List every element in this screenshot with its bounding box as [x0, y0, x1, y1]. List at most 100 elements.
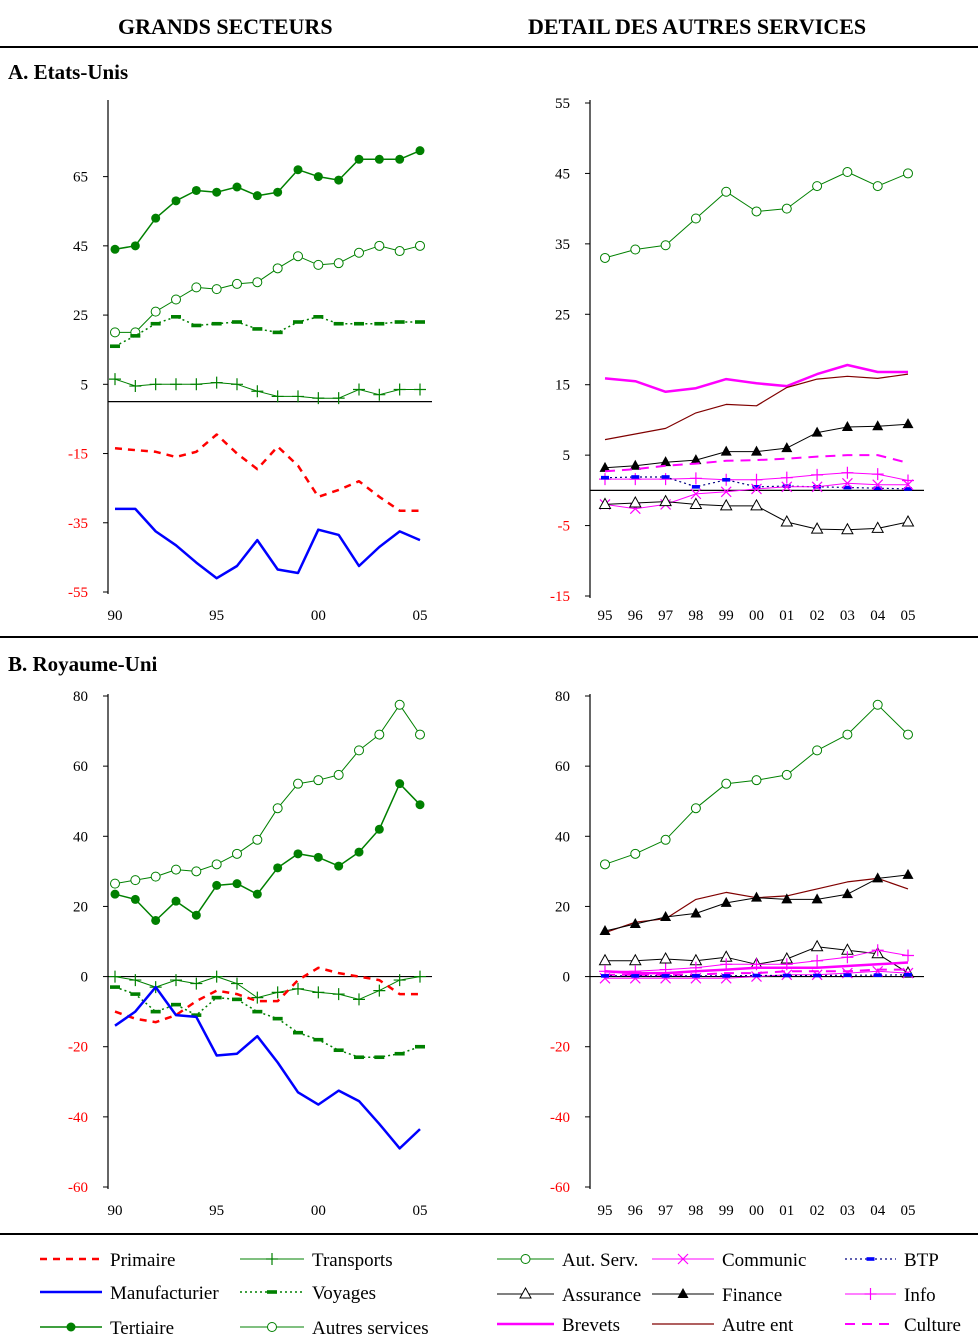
x-tick-label: 96 — [628, 608, 644, 624]
y-tick-label: 55 — [555, 96, 570, 112]
legend-swatch-assurance — [497, 1286, 554, 1299]
data-point-autserv — [600, 252, 610, 263]
x-tick-label: 05 — [413, 608, 428, 624]
data-point-tertiaire — [395, 779, 405, 789]
y-tick-label: 0 — [81, 970, 89, 986]
data-point-finance — [872, 420, 884, 431]
legend-label-culture: Culture — [904, 1315, 961, 1336]
data-point-tertiaire — [273, 187, 283, 197]
legend-marker-finance — [677, 1288, 689, 1298]
data-point-autserv — [630, 848, 641, 859]
data-point-autres — [252, 277, 263, 288]
legend-swatch-culture — [845, 1323, 896, 1325]
data-point-btp — [601, 475, 609, 480]
data-point-autres — [191, 282, 202, 293]
data-point-transports — [129, 380, 142, 393]
data-point-voyages — [191, 1013, 202, 1017]
data-point-finance — [720, 896, 732, 907]
data-point-autres — [333, 769, 344, 780]
x-tick-label: 00 — [749, 608, 764, 624]
x-tick-label: 01 — [779, 1203, 794, 1219]
data-point-autserv — [751, 206, 762, 217]
data-point-transports — [190, 977, 203, 990]
y-tick-label: 60 — [555, 759, 570, 775]
data-point-autres — [171, 294, 181, 305]
x-tick-label: 05 — [413, 1203, 428, 1219]
data-point-transports — [210, 376, 223, 389]
data-point-assurance — [659, 494, 672, 507]
data-point-voyages — [252, 327, 263, 331]
series-voyages — [110, 315, 425, 349]
data-point-transports — [414, 383, 426, 396]
data-point-btp — [843, 485, 852, 490]
legend-swatch-autreent — [652, 1323, 714, 1325]
data-point-assurance — [659, 951, 672, 964]
legend-swatch-finance — [652, 1288, 714, 1298]
data-point-transports — [312, 392, 325, 405]
data-point-voyages — [110, 344, 120, 349]
data-point-tertiaire — [171, 896, 181, 906]
data-point-voyages — [171, 1002, 181, 1007]
data-point-info — [811, 468, 824, 481]
data-point-tertiaire — [252, 889, 262, 899]
data-point-tertiaire — [110, 244, 120, 254]
legend-label-brevets: Brevets — [562, 1315, 621, 1336]
data-point-autserv — [781, 203, 792, 214]
data-point-tertiaire — [191, 910, 201, 920]
data-point-transports — [393, 383, 406, 396]
data-point-autres — [232, 848, 242, 859]
y-tick-label: 15 — [555, 378, 570, 394]
data-point-autres — [313, 775, 324, 786]
data-point-tertiaire — [334, 861, 344, 871]
data-point-tertiaire — [232, 879, 242, 889]
data-point-autres — [333, 258, 344, 269]
x-tick-label: 04 — [870, 1203, 886, 1219]
data-point-voyages — [150, 321, 161, 326]
data-point-tertiaire — [334, 175, 344, 185]
series-finance — [599, 868, 914, 935]
y-tick-label: 80 — [73, 689, 88, 705]
legend-swatch-btp — [845, 1257, 896, 1261]
data-point-voyages — [171, 315, 181, 319]
data-point-voyages — [211, 321, 222, 326]
data-point-finance — [751, 891, 762, 902]
data-point-btp — [631, 475, 640, 479]
data-point-voyages — [232, 320, 242, 324]
legend-marker-communic — [677, 1253, 689, 1265]
legend-label-autserv: Aut. Serv. — [562, 1250, 639, 1271]
x-tick-label: 05 — [901, 1203, 916, 1219]
y-tick-label: -15 — [550, 589, 570, 605]
data-point-voyages — [394, 1051, 405, 1056]
data-point-btp — [873, 973, 882, 977]
series-line-finance — [604, 874, 909, 932]
data-point-transports — [292, 982, 304, 995]
data-point-tertiaire — [313, 852, 323, 862]
data-point-tertiaire — [313, 172, 323, 182]
data-point-btp — [691, 485, 700, 489]
data-point-finance — [841, 420, 853, 431]
data-point-transports — [210, 970, 223, 983]
series-manuf — [115, 507, 421, 580]
data-point-voyages — [130, 334, 141, 338]
series-line-voyages — [114, 986, 421, 1058]
legend-swatch-primaire — [40, 1257, 102, 1261]
data-point-transports — [292, 390, 304, 403]
data-point-info — [689, 472, 702, 485]
data-point-transports — [170, 974, 182, 987]
data-point-autserv — [842, 729, 853, 740]
x-tick-label: 04 — [870, 608, 886, 624]
legend-marker-autres — [267, 1322, 277, 1332]
data-point-autserv — [903, 168, 913, 179]
data-point-btp — [843, 973, 852, 977]
series-primaire — [114, 433, 420, 512]
data-point-assurance — [628, 953, 642, 966]
header-detail-autres-services: DETAIL DES AUTRES SERVICES — [528, 14, 867, 39]
data-point-autserv — [690, 803, 701, 814]
legend-swatch-brevets — [497, 1322, 554, 1326]
data-point-finance — [690, 907, 702, 918]
data-point-autres — [394, 246, 405, 257]
data-point-transports — [231, 977, 243, 990]
data-point-voyages — [293, 320, 303, 324]
series-line-tertiaire — [114, 150, 421, 251]
